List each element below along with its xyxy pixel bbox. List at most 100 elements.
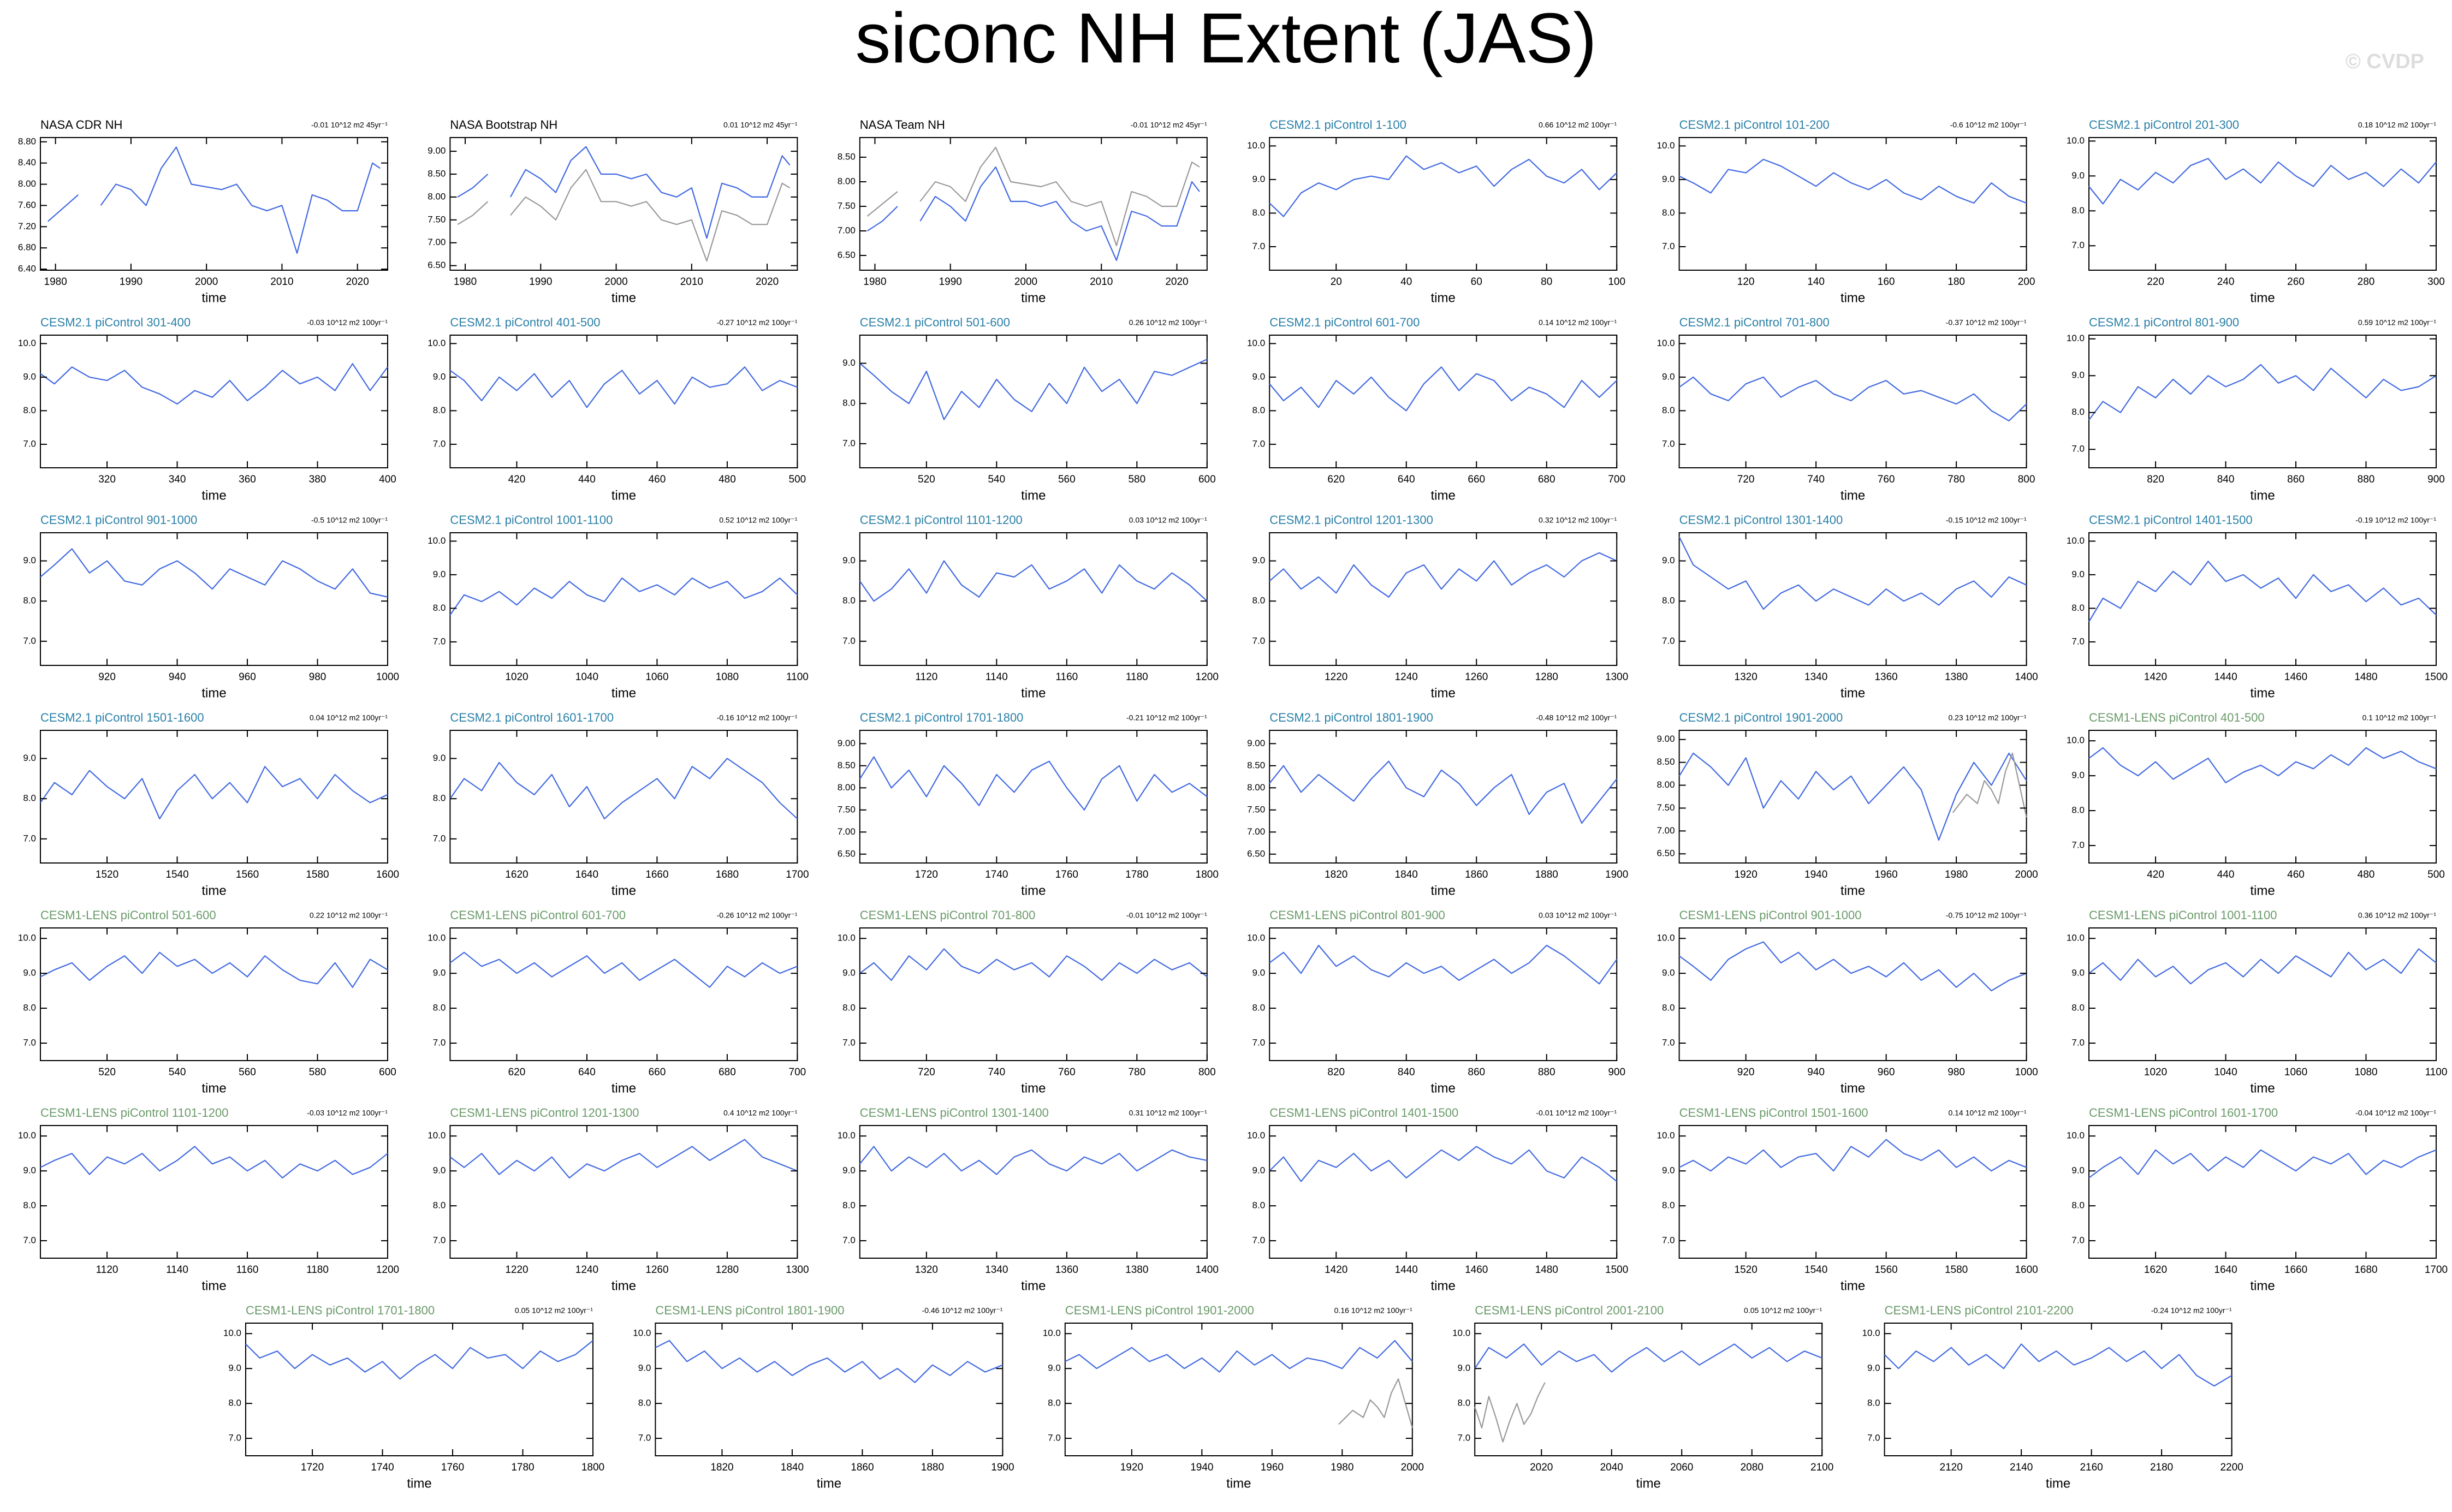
panel-title: CESM2.1 piControl 201-300 <box>2089 118 2239 132</box>
y-tick-label: 8.0 <box>1252 207 1266 218</box>
y-tick-label: 7.50 <box>838 804 856 814</box>
x-tick-label: 840 <box>2217 474 2235 485</box>
y-tick-label: 7.60 <box>18 200 36 210</box>
x-tick-label: 1300 <box>786 1264 809 1276</box>
y-tick-label: 10.0 <box>2067 535 2085 546</box>
y-tick-label: 8.0 <box>842 398 856 408</box>
x-tick-label: 1100 <box>786 671 809 683</box>
y-tick-label: 8.0 <box>1252 596 1266 606</box>
plot-frame <box>40 927 388 1061</box>
x-axis-label: time <box>817 1476 841 1491</box>
x-axis-label: time <box>1021 1081 1046 1096</box>
y-tick-label: 9.0 <box>1458 1363 1471 1373</box>
x-axis-label: time <box>201 883 226 898</box>
panel-title: NASA Team NH <box>860 118 945 132</box>
y-tick-label: 7.0 <box>1252 438 1266 449</box>
y-tick-label: 9.0 <box>1252 555 1266 565</box>
y-tick-label: 9.0 <box>23 968 36 978</box>
y-tick-label: 8.0 <box>433 1200 446 1211</box>
x-axis-label: time <box>611 883 636 898</box>
x-tick-label: 720 <box>1737 474 1755 485</box>
x-tick-label: 1360 <box>1055 1264 1078 1276</box>
x-tick-label: 840 <box>1398 1067 1415 1078</box>
trend-annotation: -0.19 10^12 m2 100yr⁻¹ <box>2355 516 2436 525</box>
y-tick-label: 8.0 <box>1048 1398 1061 1408</box>
y-tick-label: 10.0 <box>1247 933 1265 943</box>
y-tick-label: 9.0 <box>1252 968 1266 978</box>
x-axis-label: time <box>611 1278 636 1293</box>
y-tick-label: 7.0 <box>1662 1038 1675 1048</box>
y-tick-label: 9.0 <box>842 555 856 565</box>
y-tick-label: 9.00 <box>838 738 856 748</box>
y-tick-label: 7.20 <box>18 221 36 231</box>
x-tick-label: 540 <box>988 474 1005 485</box>
x-tick-label: 1760 <box>441 1462 464 1473</box>
x-tick-label: 1540 <box>165 869 188 880</box>
y-tick-label: 9.0 <box>2071 770 2085 781</box>
x-tick-label: 200 <box>2018 276 2035 288</box>
panel-title: CESM2.1 piControl 1101-1200 <box>860 513 1023 527</box>
y-tick-label: 8.0 <box>1252 405 1266 415</box>
x-axis-label: time <box>1021 488 1046 503</box>
trend-annotation: 0.26 10^12 m2 100yr⁻¹ <box>1129 318 1207 327</box>
x-tick-label: 540 <box>169 1067 186 1078</box>
data-line <box>1952 752 2027 818</box>
x-axis-label: time <box>1431 1081 1456 1096</box>
x-tick-label: 800 <box>2018 474 2035 485</box>
y-tick-label: 9.00 <box>1657 734 1675 744</box>
y-tick-label: 10.0 <box>1657 933 1675 943</box>
y-tick-label: 7.0 <box>1252 635 1266 646</box>
x-tick-label: 1900 <box>1605 869 1628 880</box>
x-tick-label: 1100 <box>2425 1067 2448 1078</box>
x-tick-label: 180 <box>1948 276 1965 288</box>
y-tick-label: 7.50 <box>1247 804 1265 814</box>
x-tick-label: 1400 <box>2015 671 2038 683</box>
x-axis-label: time <box>2250 883 2275 898</box>
y-tick-label: 7.0 <box>433 1038 446 1048</box>
y-tick-label: 8.0 <box>1867 1398 1880 1408</box>
x-tick-label: 1640 <box>2214 1264 2237 1276</box>
y-tick-label: 10.0 <box>428 338 446 348</box>
x-tick-label: 1680 <box>2354 1264 2377 1276</box>
x-axis-label: time <box>2250 686 2275 700</box>
x-tick-label: 880 <box>2358 474 2375 485</box>
x-tick-label: 680 <box>719 1067 736 1078</box>
y-tick-label: 8.00 <box>838 176 856 186</box>
x-axis-label: time <box>2250 1081 2275 1096</box>
x-tick-label: 1460 <box>2284 671 2307 683</box>
x-tick-label: 2040 <box>1600 1462 1623 1473</box>
data-line <box>1678 752 2027 841</box>
y-tick-label: 9.0 <box>2071 968 2085 978</box>
trend-annotation: -0.46 10^12 m2 100yr⁻¹ <box>922 1306 1003 1315</box>
x-tick-label: 1000 <box>376 671 399 683</box>
panel-title: CESM2.1 piControl 1301-1400 <box>1679 513 1843 527</box>
plot-frame <box>1678 137 2027 271</box>
y-tick-label: 8.0 <box>2071 205 2085 216</box>
panel-title: CESM1-LENS piControl 1101-1200 <box>40 1106 228 1120</box>
x-tick-label: 1990 <box>529 276 552 288</box>
y-tick-label: 8.0 <box>23 1003 36 1013</box>
panel-title: CESM1-LENS piControl 1801-1900 <box>655 1303 844 1317</box>
y-tick-label: 6.50 <box>1657 848 1675 859</box>
y-tick-label: 9.0 <box>433 968 446 978</box>
x-tick-label: 60 <box>1471 276 1482 288</box>
y-tick-label: 8.40 <box>18 157 36 168</box>
plot-frame <box>449 927 798 1061</box>
x-axis-label: time <box>611 1081 636 1096</box>
trend-annotation: 0.03 10^12 m2 100yr⁻¹ <box>1129 516 1207 525</box>
y-tick-label: 10.0 <box>18 1130 36 1141</box>
panel-title: CESM2.1 piControl 301-400 <box>40 316 191 329</box>
y-tick-label: 9.0 <box>228 1363 241 1373</box>
x-tick-label: 1240 <box>1395 671 1418 683</box>
data-line <box>449 951 798 988</box>
x-tick-label: 1500 <box>1605 1264 1628 1276</box>
x-tick-label: 1980 <box>454 276 477 288</box>
y-tick-label: 7.0 <box>1662 1235 1675 1246</box>
x-tick-label: 140 <box>1807 276 1825 288</box>
y-tick-label: 10.0 <box>838 933 856 943</box>
x-tick-label: 1920 <box>1120 1462 1143 1473</box>
y-tick-label: 9.0 <box>638 1363 651 1373</box>
data-line <box>1678 536 2027 610</box>
x-tick-label: 940 <box>169 671 186 683</box>
trend-annotation: 0.4 10^12 m2 100yr⁻¹ <box>723 1109 798 1117</box>
